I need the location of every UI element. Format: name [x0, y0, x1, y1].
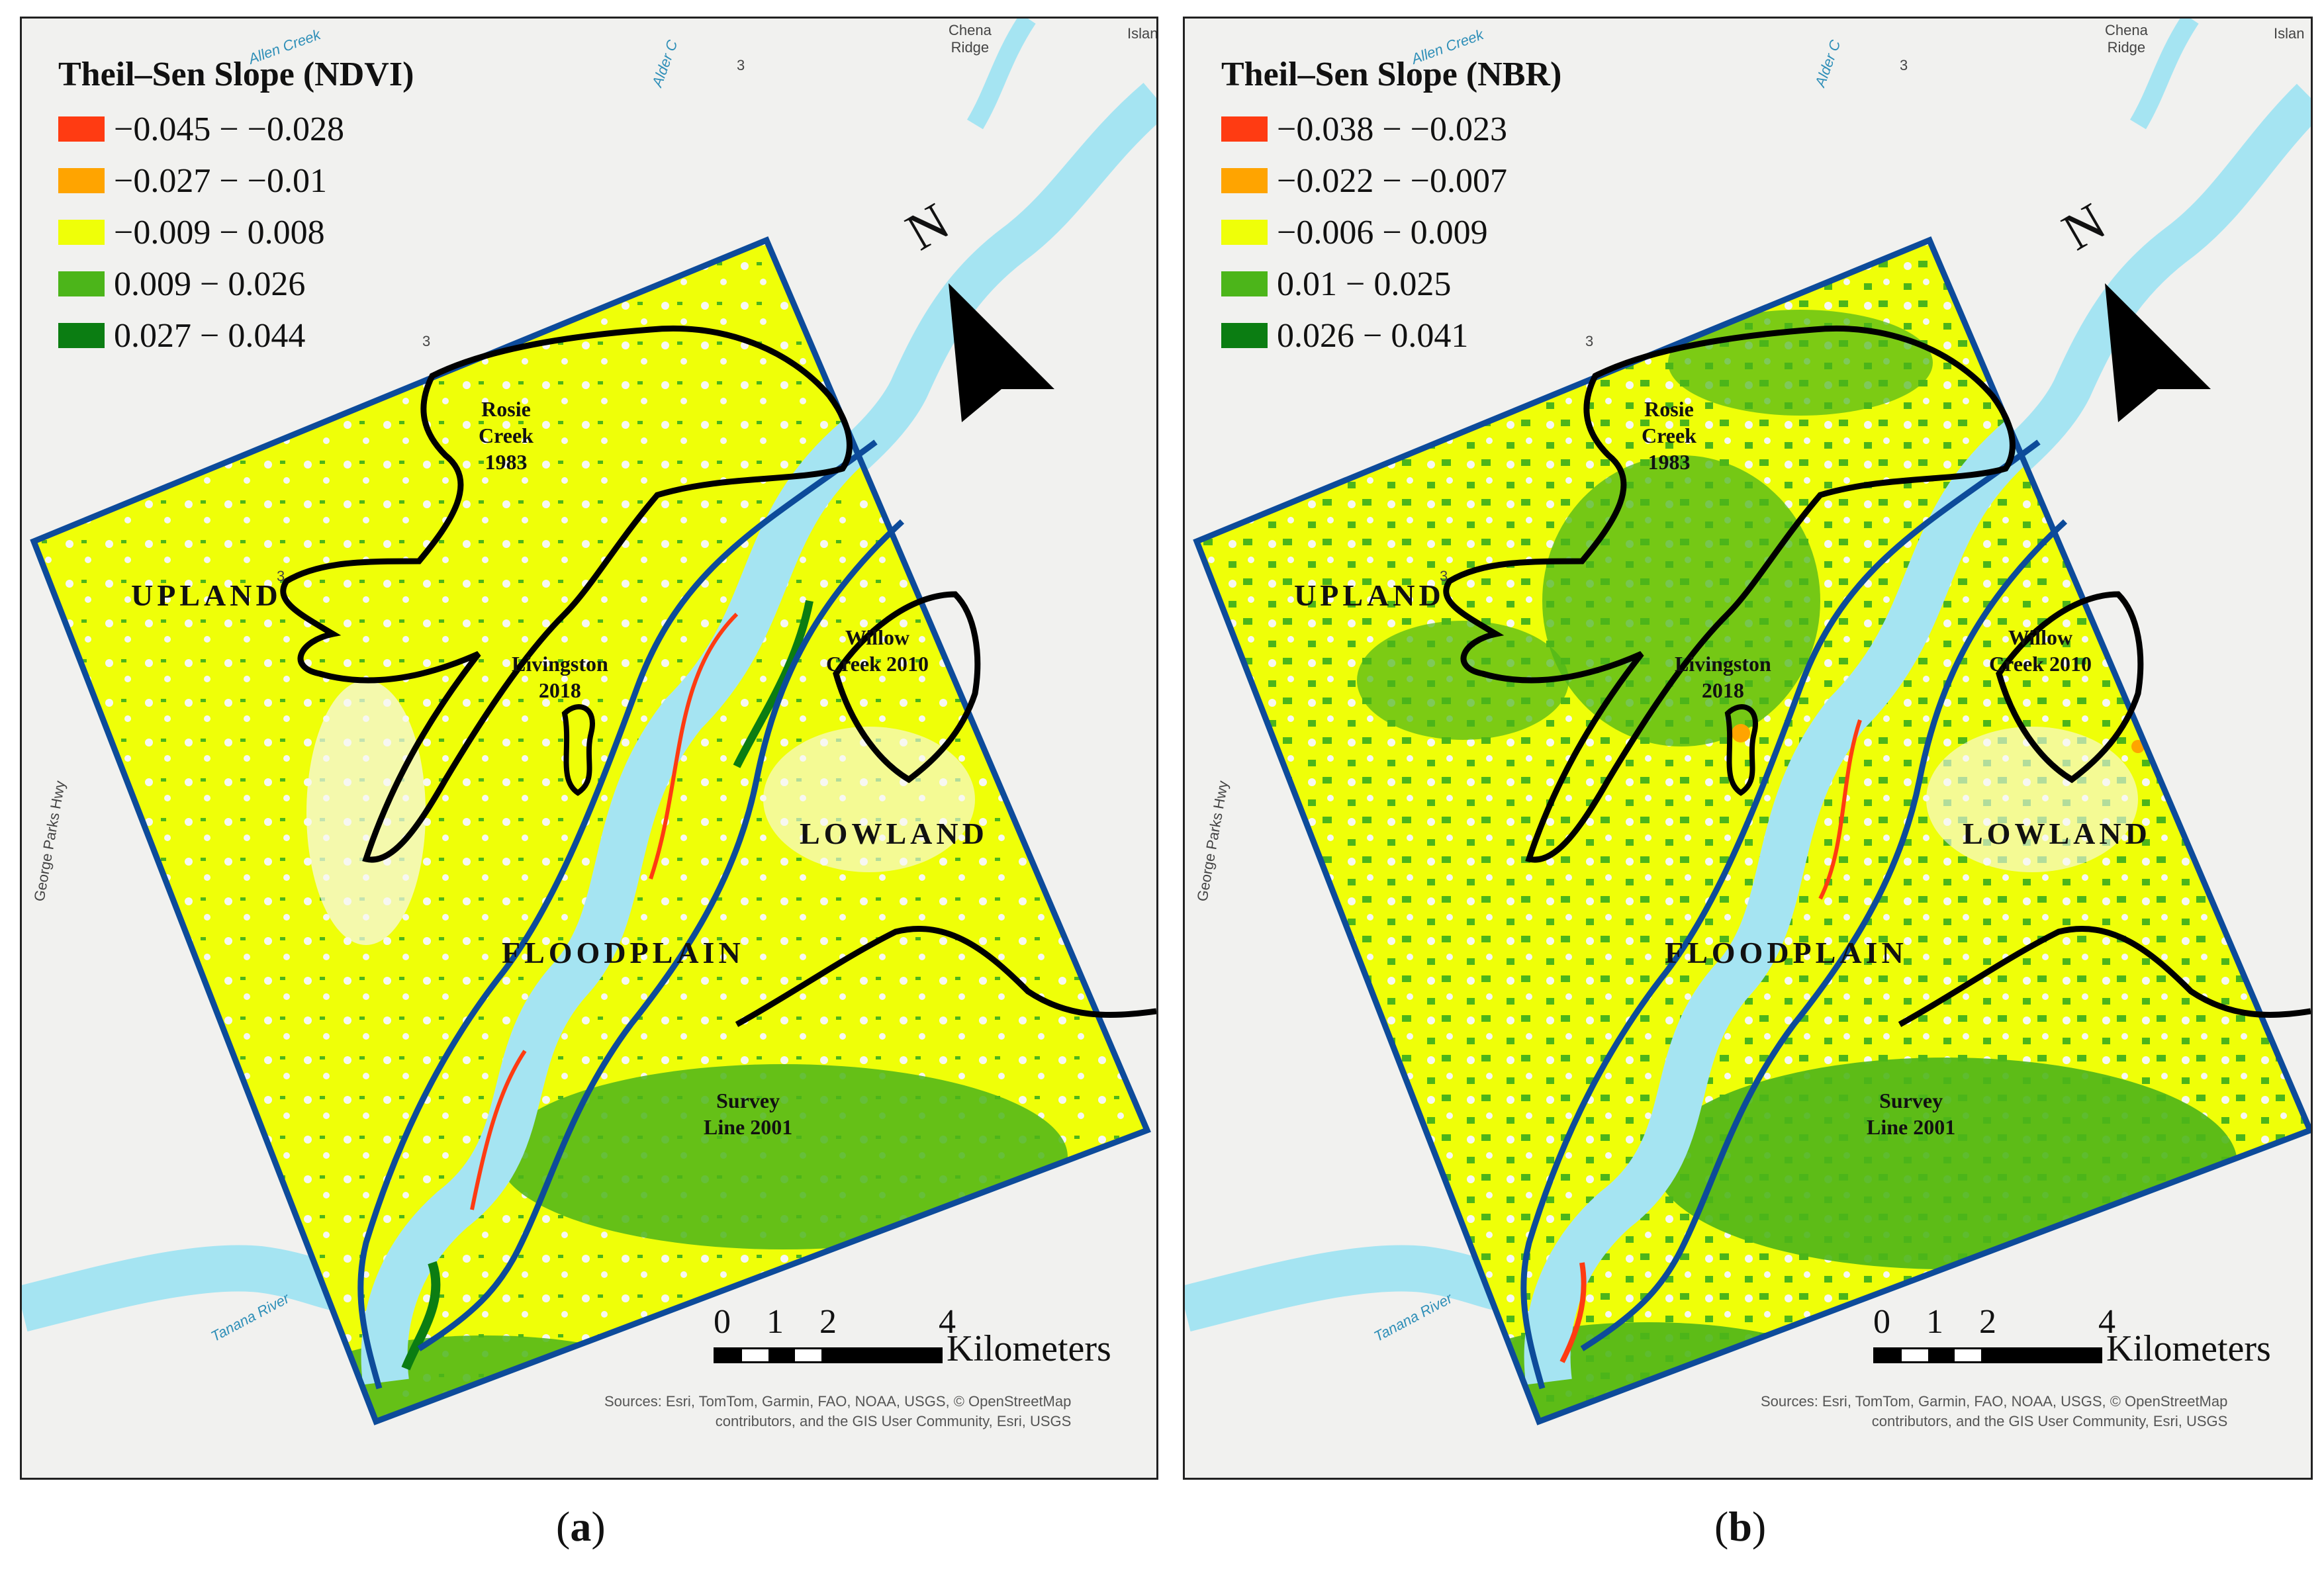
legend-item: −0.038 − −0.023 [1221, 103, 1561, 155]
fire-perimeter-livingston-small [561, 704, 595, 796]
fire-label-willow: Willow Creek 2010 [826, 625, 929, 676]
swatch-class2 [58, 168, 105, 193]
swatch-class1 [1221, 116, 1268, 142]
fire-label-survey: Survey Line 2001 [1867, 1089, 1956, 1139]
legend-label: 0.009 − 0.026 [114, 265, 306, 303]
scale-tick: 2 [1979, 1303, 1996, 1341]
scale-unit: Kilometers [2106, 1328, 2271, 1369]
legend-label: −0.006 − 0.009 [1277, 213, 1488, 251]
caption-a: (a) [556, 1503, 606, 1550]
caption-letter: b [1728, 1503, 1752, 1550]
legend-label: −0.022 − −0.007 [1277, 161, 1507, 200]
place-label: Islan [2274, 25, 2305, 42]
map-panel-ndvi: Theil–Sen Slope (NDVI) −0.045 − −0.028 −… [20, 17, 1158, 1480]
legend-label: 0.026 − 0.041 [1277, 316, 1469, 355]
highway-marker: 3 [1585, 333, 1594, 349]
river-channel-north [2129, 19, 2199, 130]
region-label-floodplain: FLOODPLAIN [1665, 936, 1908, 970]
legend-item: 0.027 − 0.044 [58, 310, 414, 361]
highway-marker: 3 [1440, 568, 1448, 584]
fire-perimeter-survey [735, 926, 1156, 1027]
swatch-class2 [1221, 168, 1268, 193]
scale-tick: 0 [1873, 1303, 1890, 1341]
fire-label-rosie: Rosie Creek 1983 [479, 397, 534, 474]
legend-label: −0.045 − −0.028 [114, 110, 344, 148]
north-arrow-icon [2105, 283, 2211, 422]
legend-label: −0.009 − 0.008 [114, 213, 325, 251]
legend-title: Theil–Sen Slope (NDVI) [58, 56, 414, 93]
swatch-class4 [1221, 271, 1268, 296]
region-label-floodplain: FLOODPLAIN [502, 936, 745, 970]
scale-unit: Kilometers [947, 1328, 1111, 1369]
scale-tick: 2 [819, 1303, 837, 1341]
fire-label-willow: Willow Creek 2010 [1989, 625, 2092, 676]
legend-label: 0.01 − 0.025 [1277, 265, 1452, 303]
fire-perimeter-willow [1996, 591, 2144, 784]
floodplain-outline [357, 439, 905, 1390]
swatch-class3 [1221, 220, 1268, 245]
map-canvas-nbr [1185, 19, 2311, 1478]
scale-tick: 4 [2098, 1303, 2115, 1341]
legend-item: −0.006 − 0.009 [1221, 206, 1561, 258]
legend-label: 0.027 − 0.044 [114, 316, 306, 355]
fire-perimeter-survey [1898, 926, 2311, 1027]
caption-letter: a [570, 1503, 592, 1550]
legend: Theil–Sen Slope (NBR) −0.038 − −0.023 −0… [1221, 55, 1561, 361]
north-arrow-icon [949, 283, 1054, 422]
map-panel-nbr: Theil–Sen Slope (NBR) −0.038 − −0.023 −0… [1183, 17, 2313, 1480]
scale-tick: 4 [939, 1303, 956, 1341]
fire-perimeter-rosie-livingston [280, 325, 853, 863]
attribution: Sources: Esri, TomTom, Garmin, FAO, NOAA… [1761, 1393, 2228, 1429]
river-channel-north [966, 19, 1036, 130]
scale-tick: 1 [1926, 1303, 1943, 1341]
legend-label: −0.038 − −0.023 [1277, 110, 1507, 148]
scale-bar-graphic [1873, 1347, 2102, 1363]
legend-label: −0.027 − −0.01 [114, 161, 327, 200]
region-label-lowland: LOWLAND [800, 817, 988, 850]
fire-label-livingston: Livingston 2018 [1675, 652, 1771, 702]
swatch-class5 [1221, 323, 1268, 348]
highway-marker: 3 [1900, 57, 1908, 73]
region-label-upland: UPLAND [1294, 578, 1445, 612]
place-label: Chena Ridge [2105, 22, 2148, 56]
fire-label-rosie: Rosie Creek 1983 [1642, 397, 1697, 474]
floodplain-outline [1520, 439, 2068, 1390]
region-label-upland: UPLAND [131, 578, 282, 612]
swatch-class3 [58, 220, 105, 245]
study-area-frame [30, 236, 1151, 1425]
legend-item: 0.026 − 0.041 [1221, 310, 1561, 361]
swatch-class1 [58, 116, 105, 142]
legend-item: −0.045 − −0.028 [58, 103, 414, 155]
fire-label-livingston: Livingston 2018 [512, 652, 608, 702]
place-label: Islan [1127, 25, 1158, 42]
attribution: Sources: Esri, TomTom, Garmin, FAO, NOAA… [604, 1393, 1072, 1429]
fire-perimeter-willow [833, 591, 981, 784]
fire-perimeter-livingston-small [1724, 704, 1758, 796]
map-canvas-ndvi [22, 19, 1156, 1478]
region-label-lowland: LOWLAND [1963, 817, 2151, 850]
legend-item: −0.022 − −0.007 [1221, 155, 1561, 206]
legend: Theil–Sen Slope (NDVI) −0.045 − −0.028 −… [58, 55, 414, 361]
legend-item: 0.01 − 0.025 [1221, 258, 1561, 310]
fire-perimeter-rosie-livingston [1443, 325, 2016, 863]
fire-label-survey: Survey Line 2001 [704, 1089, 793, 1139]
highway-marker: 3 [277, 568, 285, 584]
caption-b: (b) [1714, 1503, 1767, 1550]
legend-title: Theil–Sen Slope (NBR) [1221, 56, 1562, 93]
legend-item: −0.027 − −0.01 [58, 155, 414, 206]
place-label: Chena Ridge [949, 22, 992, 56]
scale-bar-graphic [714, 1347, 943, 1363]
highway-marker: 3 [737, 57, 745, 73]
legend-item: −0.009 − 0.008 [58, 206, 414, 258]
study-area-frame [1193, 236, 2311, 1425]
highway-marker: 3 [422, 333, 431, 349]
scale-tick: 1 [767, 1303, 784, 1341]
scale-tick: 0 [714, 1303, 731, 1341]
legend-item: 0.009 − 0.026 [58, 258, 414, 310]
swatch-class5 [58, 323, 105, 348]
swatch-class4 [58, 271, 105, 296]
